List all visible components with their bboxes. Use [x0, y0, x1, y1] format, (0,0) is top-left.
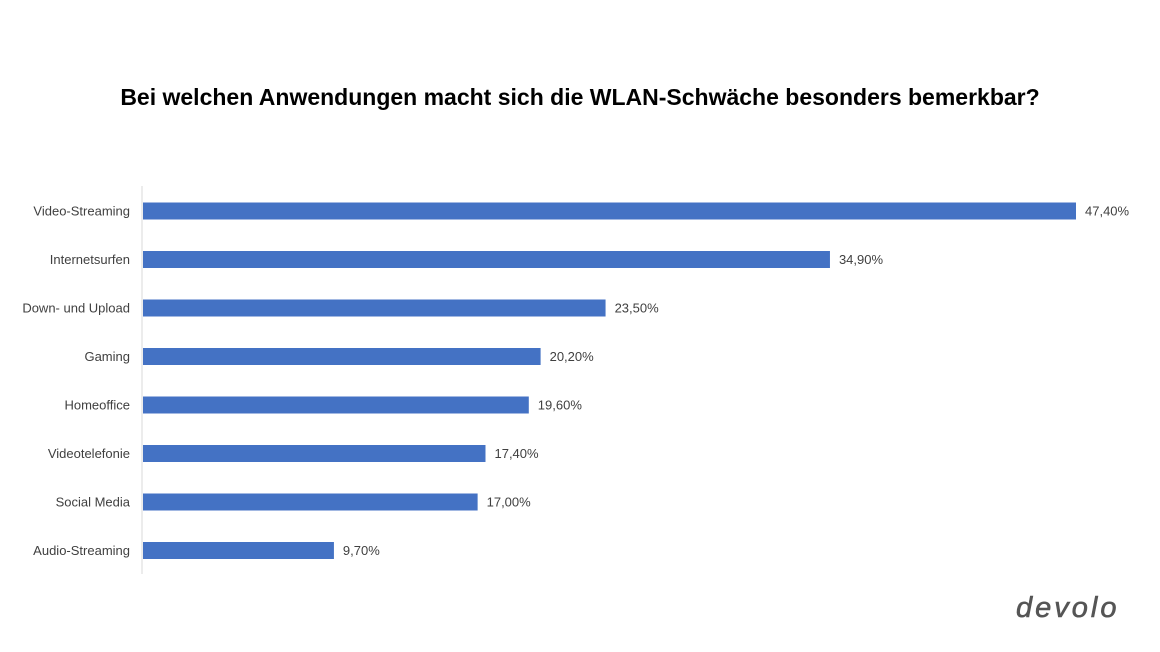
bar: [143, 202, 1076, 220]
value-label: 19,60%: [538, 398, 583, 413]
category-label: Audio-Streaming: [33, 543, 130, 558]
value-label: 9,70%: [343, 543, 380, 558]
value-label: 20,20%: [550, 349, 595, 364]
bar: [143, 396, 529, 414]
devolo-logo: devolo: [1016, 592, 1120, 625]
value-label: 17,00%: [487, 495, 532, 510]
category-label: Videotelefonie: [48, 446, 130, 461]
bar-group: Video-Streaming 47,40% Internetsurfen 34,90…: [22, 202, 1130, 559]
bar: [143, 251, 830, 268]
bar: [143, 299, 606, 317]
bar: [143, 542, 334, 559]
value-label: 47,40%: [1085, 204, 1130, 219]
bar: [143, 445, 486, 462]
category-label: Homeoffice: [64, 398, 130, 413]
category-label: Video-Streaming: [33, 204, 130, 219]
category-label: Internetsurfen: [50, 252, 130, 267]
category-label: Social Media: [56, 495, 131, 510]
value-label: 34,90%: [839, 252, 884, 267]
value-label: 23,50%: [615, 301, 660, 316]
category-label: Gaming: [84, 349, 130, 364]
bar: [143, 493, 478, 511]
chart-title: Bei welchen Anwendungen macht sich die W…: [120, 84, 1040, 110]
bar: [143, 348, 541, 365]
category-label: Down- und Upload: [22, 301, 130, 316]
value-label: 17,40%: [494, 446, 539, 461]
